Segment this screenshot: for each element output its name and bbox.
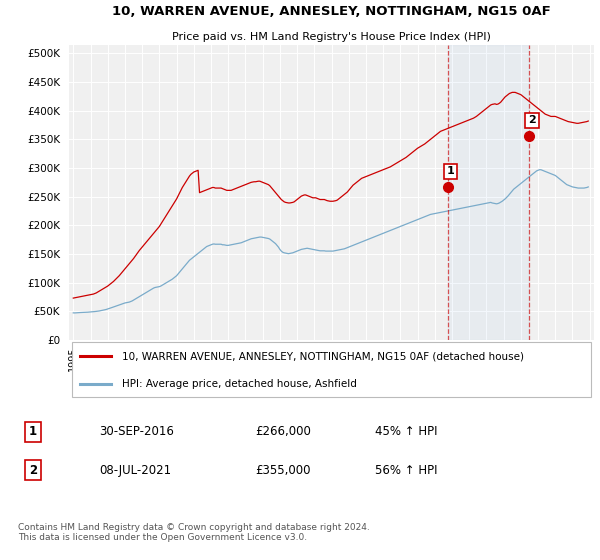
Text: £266,000: £266,000 xyxy=(255,426,311,438)
Text: 1: 1 xyxy=(446,166,454,176)
Text: Contains HM Land Registry data © Crown copyright and database right 2024.
This d: Contains HM Land Registry data © Crown c… xyxy=(18,523,370,543)
Text: 45% ↑ HPI: 45% ↑ HPI xyxy=(375,426,437,438)
Text: Price paid vs. HM Land Registry's House Price Index (HPI): Price paid vs. HM Land Registry's House … xyxy=(172,32,491,42)
Text: 30-SEP-2016: 30-SEP-2016 xyxy=(99,426,174,438)
Text: 08-JUL-2021: 08-JUL-2021 xyxy=(99,464,171,477)
Text: 10, WARREN AVENUE, ANNESLEY, NOTTINGHAM, NG15 0AF (detached house): 10, WARREN AVENUE, ANNESLEY, NOTTINGHAM,… xyxy=(121,351,523,361)
Bar xyxy=(448,45,529,340)
Text: 56% ↑ HPI: 56% ↑ HPI xyxy=(375,464,437,477)
Text: 10, WARREN AVENUE, ANNESLEY, NOTTINGHAM, NG15 0AF: 10, WARREN AVENUE, ANNESLEY, NOTTINGHAM,… xyxy=(112,4,551,18)
Text: 2: 2 xyxy=(528,115,536,125)
Text: 2: 2 xyxy=(29,464,37,477)
Text: HPI: Average price, detached house, Ashfield: HPI: Average price, detached house, Ashf… xyxy=(121,379,356,389)
Text: 1: 1 xyxy=(29,426,37,438)
Text: £355,000: £355,000 xyxy=(255,464,311,477)
